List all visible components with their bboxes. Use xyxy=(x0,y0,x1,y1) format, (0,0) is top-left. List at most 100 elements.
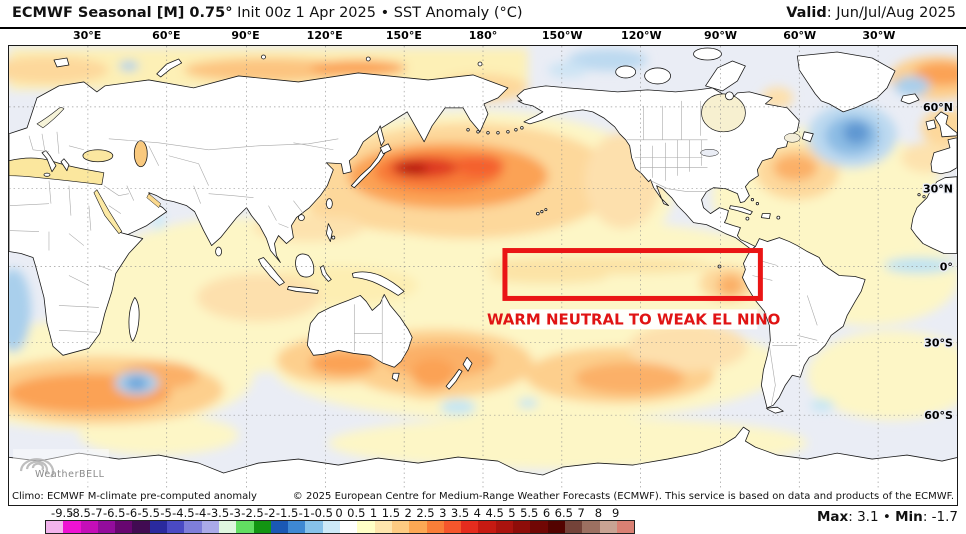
lon-label: 90°E xyxy=(231,29,260,42)
color-scale-tick: -6.5 xyxy=(102,506,126,520)
victoria-island xyxy=(644,67,671,85)
bahamas xyxy=(750,198,754,202)
cuba xyxy=(729,205,753,216)
max-label: Max xyxy=(816,509,849,525)
color-scale-tick: 4 xyxy=(473,506,482,520)
bahamas xyxy=(755,202,759,206)
baffin-island xyxy=(705,60,746,92)
lon-label: 180° xyxy=(468,29,498,42)
sumatra xyxy=(258,257,285,286)
canary-islands xyxy=(917,193,921,197)
color-scale-segment xyxy=(305,521,323,533)
novaya-zemlya xyxy=(156,58,183,78)
ireland xyxy=(925,119,937,131)
new-guinea xyxy=(351,271,405,296)
color-scale-segment xyxy=(409,521,427,533)
color-scale-segment xyxy=(167,521,185,533)
philippines xyxy=(325,223,333,242)
color-scale-segment xyxy=(270,521,289,533)
aleutian-islands xyxy=(466,126,524,135)
color-scale-segment xyxy=(495,521,514,533)
sri-lanka xyxy=(215,246,222,257)
color-scale-tick: -1 xyxy=(298,506,311,520)
color-scale-segment xyxy=(547,521,565,533)
graticule xyxy=(9,46,957,490)
iceland xyxy=(900,93,920,105)
color-scale-tick: -2.5 xyxy=(241,506,264,520)
antarctica xyxy=(9,426,957,490)
color-scale-segment xyxy=(374,521,392,533)
color-scale-segment xyxy=(322,521,341,533)
color-scale-segment xyxy=(426,521,444,533)
min-value: : -1.7 xyxy=(922,509,958,525)
color-scale-tick: 8 xyxy=(594,506,603,520)
enso-annotation: WARM NEUTRAL TO WEAK EL NINO xyxy=(487,309,780,330)
color-scale-segment xyxy=(391,521,410,533)
world-map-svg: 60°N 30°N 0° 30°S 60°S WARM NEUTRAL TO WEAK … xyxy=(9,46,957,490)
header-bar: ECMWF Seasonal [M] 0.75° Init 00z 1 Apr … xyxy=(0,0,966,29)
new-siberian-islands xyxy=(365,56,371,62)
climo-note: Climo: ECMWF M-climate pre-computed anom… xyxy=(12,491,257,502)
caspian-sea xyxy=(133,140,148,168)
baltic-sea xyxy=(36,107,65,129)
color-scale-segment xyxy=(443,521,462,533)
page-title: ECMWF Seasonal [M] 0.75° Init 00z 1 Apr … xyxy=(12,5,523,21)
gulf-of-st-lawrence xyxy=(784,133,801,143)
java xyxy=(287,286,319,294)
color-scale-tick: 0.5 xyxy=(347,506,366,520)
logo-text: WeatherBELL xyxy=(35,469,105,480)
wrangel-island xyxy=(477,61,483,67)
persian-gulf xyxy=(146,193,161,208)
color-scale-segment xyxy=(201,521,219,533)
greenland xyxy=(796,51,896,113)
color-scale-segment xyxy=(530,521,548,533)
color-scale-tick: 5 xyxy=(508,506,516,520)
color-scale-segment xyxy=(599,521,617,533)
max-value: : 3.1 xyxy=(848,509,879,525)
lon-label: 60°W xyxy=(783,29,817,42)
color-scale xyxy=(45,520,635,534)
southampton-island xyxy=(725,91,734,101)
color-scale-tick: -3.5 xyxy=(206,506,230,520)
iberia-france-sliver xyxy=(930,137,957,175)
borneo xyxy=(295,253,315,278)
color-scale-segment xyxy=(461,521,479,533)
color-scale-tick: -5 xyxy=(160,506,172,520)
color-scale-tick: 1.5 xyxy=(381,506,401,520)
color-scale-tick: 3 xyxy=(439,506,447,520)
color-scale-segment xyxy=(478,521,496,533)
hudson-bay xyxy=(701,93,746,133)
color-scale-tick: 2 xyxy=(404,506,412,520)
australia xyxy=(306,294,413,368)
color-scale-segment xyxy=(184,521,202,533)
color-scale-segment xyxy=(340,521,358,533)
lat-label: 30°S xyxy=(924,336,953,349)
color-scale-segment xyxy=(513,521,531,533)
color-scale-segment xyxy=(149,521,168,533)
taiwan xyxy=(325,198,333,210)
italy xyxy=(41,150,57,173)
color-scale-tick: -3 xyxy=(229,506,241,520)
lon-label: 30°W xyxy=(862,29,896,42)
color-scale-tick: -4 xyxy=(194,506,207,520)
lon-label: 90°W xyxy=(704,29,737,42)
banks-island xyxy=(615,65,637,79)
jamaica xyxy=(745,216,750,221)
stats-separator: • xyxy=(882,509,891,525)
color-scale-tick: 9 xyxy=(612,506,620,520)
lat-label: 30°N xyxy=(923,183,953,196)
color-scale-tick: -5.5 xyxy=(137,506,160,520)
hawaii xyxy=(536,208,548,216)
color-scale-segment xyxy=(115,521,133,533)
color-scale-tick: -4.5 xyxy=(172,506,195,520)
red-sea xyxy=(93,189,123,234)
color-scale-tick: -1.5 xyxy=(275,506,299,520)
tasmania xyxy=(391,372,400,382)
hokkaido xyxy=(379,143,392,155)
color-scale-tick: 4.5 xyxy=(485,506,504,520)
color-scale-segment xyxy=(63,521,81,533)
color-scale-tick: -6 xyxy=(125,506,138,520)
philippines xyxy=(331,235,336,240)
color-scale-segment xyxy=(80,521,98,533)
color-scale-tick: 6.5 xyxy=(554,506,573,520)
